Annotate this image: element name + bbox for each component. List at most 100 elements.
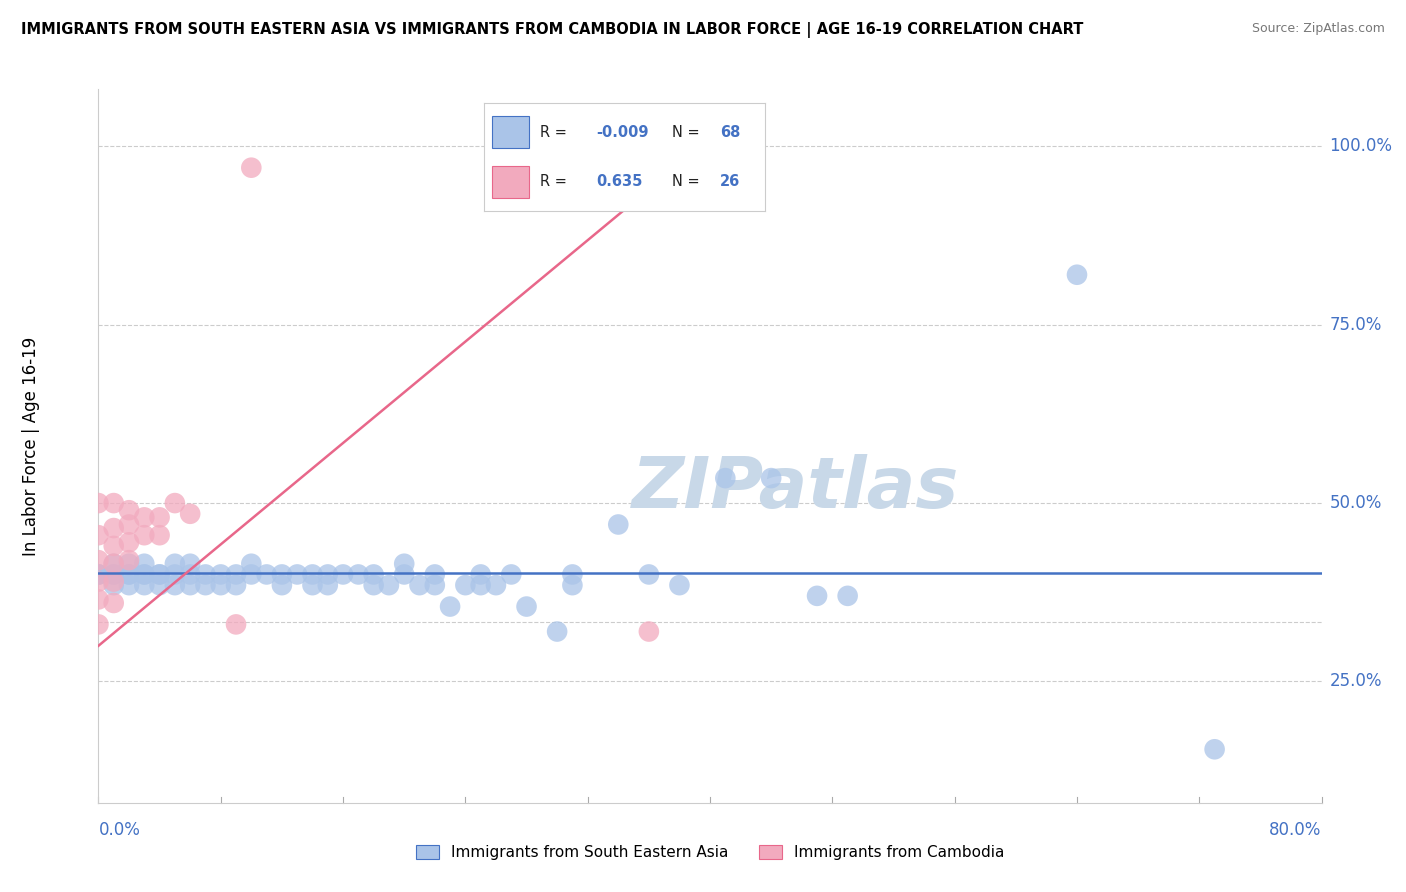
Point — [392, 557, 416, 571]
Point — [163, 567, 186, 582]
Point — [118, 553, 141, 567]
Point — [103, 578, 125, 592]
Point — [408, 578, 430, 592]
Point — [134, 567, 156, 582]
Point — [134, 510, 156, 524]
Legend: Immigrants from South Eastern Asia, Immigrants from Cambodia: Immigrants from South Eastern Asia, Immi… — [409, 839, 1011, 866]
Point — [179, 567, 201, 582]
Point — [179, 557, 201, 571]
Point — [316, 578, 339, 592]
Point — [87, 553, 110, 567]
Point — [637, 567, 661, 582]
Point — [118, 578, 141, 592]
Text: 50.0%: 50.0% — [1329, 494, 1382, 512]
Point — [392, 567, 416, 582]
Point — [87, 567, 110, 582]
Point — [87, 496, 110, 510]
Point — [225, 617, 247, 632]
Text: 80.0%: 80.0% — [1270, 821, 1322, 838]
Text: 0.0%: 0.0% — [98, 821, 141, 838]
Point — [194, 567, 217, 582]
Point — [1204, 742, 1226, 756]
Point — [516, 599, 538, 614]
Point — [240, 567, 263, 582]
Point — [103, 521, 125, 535]
Point — [87, 617, 110, 632]
Point — [87, 574, 110, 589]
Point — [285, 567, 308, 582]
Point — [470, 578, 492, 592]
Point — [363, 578, 385, 592]
Point — [501, 567, 523, 582]
Text: 75.0%: 75.0% — [1329, 316, 1382, 334]
Text: In Labor Force | Age 16-19: In Labor Force | Age 16-19 — [22, 336, 41, 556]
Point — [87, 528, 110, 542]
Point — [103, 567, 125, 582]
Point — [714, 471, 737, 485]
Point — [209, 578, 232, 592]
Point — [134, 528, 156, 542]
Point — [103, 574, 125, 589]
Text: IMMIGRANTS FROM SOUTH EASTERN ASIA VS IMMIGRANTS FROM CAMBODIA IN LABOR FORCE | : IMMIGRANTS FROM SOUTH EASTERN ASIA VS IM… — [21, 22, 1084, 38]
Point — [225, 567, 247, 582]
Point — [149, 567, 172, 582]
Point — [256, 567, 278, 582]
Point — [163, 557, 186, 571]
Point — [561, 567, 583, 582]
Point — [134, 557, 156, 571]
Point — [363, 567, 385, 582]
Point — [118, 535, 141, 549]
Point — [103, 496, 125, 510]
Point — [118, 557, 141, 571]
Point — [149, 510, 172, 524]
Point — [103, 567, 125, 582]
Point — [103, 557, 125, 571]
Point — [1066, 268, 1088, 282]
Point — [149, 567, 172, 582]
Point — [423, 578, 446, 592]
Point — [316, 567, 339, 582]
Point — [87, 567, 110, 582]
Point — [454, 578, 477, 592]
Point — [301, 578, 323, 592]
Point — [270, 567, 292, 582]
Point — [759, 471, 782, 485]
Point — [270, 578, 292, 592]
Point — [134, 567, 156, 582]
Point — [301, 567, 323, 582]
Point — [194, 578, 217, 592]
Point — [637, 624, 661, 639]
Text: 100.0%: 100.0% — [1329, 137, 1392, 155]
Text: Source: ZipAtlas.com: Source: ZipAtlas.com — [1251, 22, 1385, 36]
Point — [118, 567, 141, 582]
Point — [149, 528, 172, 542]
Point — [103, 596, 125, 610]
Point — [179, 507, 201, 521]
Point — [561, 578, 583, 592]
Point — [378, 578, 401, 592]
Point — [179, 578, 201, 592]
Point — [423, 567, 446, 582]
Point — [149, 578, 172, 592]
Point — [347, 567, 370, 582]
Text: ZIPatlas: ZIPatlas — [631, 454, 959, 524]
Point — [546, 624, 568, 639]
Point — [240, 161, 263, 175]
Point — [163, 578, 186, 592]
Point — [240, 557, 263, 571]
Point — [668, 578, 690, 592]
Point — [118, 567, 141, 582]
Point — [87, 592, 110, 607]
Point — [439, 599, 461, 614]
Point — [87, 567, 110, 582]
Point — [103, 539, 125, 553]
Point — [118, 503, 141, 517]
Point — [225, 578, 247, 592]
Point — [163, 496, 186, 510]
Point — [118, 517, 141, 532]
Point — [607, 517, 630, 532]
Point — [837, 589, 859, 603]
Point — [209, 567, 232, 582]
Point — [623, 161, 645, 175]
Point — [134, 578, 156, 592]
